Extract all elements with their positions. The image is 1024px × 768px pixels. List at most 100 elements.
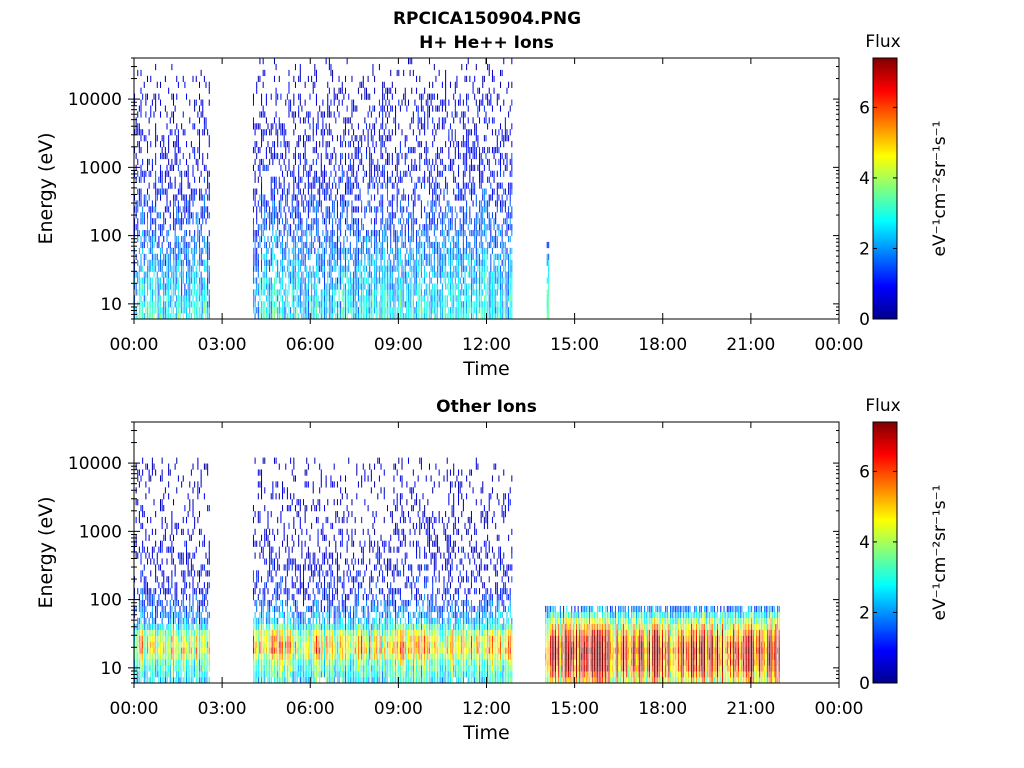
flux-cell-i1 xyxy=(448,307,450,314)
flux-cell-i0 xyxy=(148,641,150,648)
flux-cell-i1 xyxy=(382,313,384,320)
flux-cell-i0 xyxy=(147,659,149,666)
flux-cell-i1 xyxy=(456,265,458,272)
flux-cell-i1 xyxy=(504,295,506,302)
flux-cell-i1 xyxy=(314,277,316,284)
flux-cell-i1 xyxy=(501,295,503,302)
flux-cell-i1 xyxy=(309,194,311,201)
flux-cell-i0 xyxy=(164,218,166,225)
flux-cell-i0 xyxy=(203,259,205,266)
flux-cell-i1 xyxy=(333,164,335,171)
flux-cell-i1 xyxy=(285,307,287,314)
flux-cell-i0 xyxy=(155,665,157,672)
flux-cell-i0 xyxy=(150,241,152,249)
flux-cell-i0 xyxy=(140,176,142,183)
flux-cell-i1 xyxy=(345,313,347,320)
flux-cell-i1 xyxy=(498,259,500,266)
flux-cell-i1 xyxy=(464,289,466,296)
flux-cell-i0 xyxy=(151,599,153,607)
flux-cell-i1 xyxy=(306,135,308,142)
flux-cell-i1 xyxy=(390,265,392,272)
flux-cell-i0 xyxy=(163,253,165,260)
flux-cell-i0 xyxy=(171,129,173,136)
flux-cell-i0 xyxy=(163,623,165,630)
flux-cell-i0 xyxy=(200,271,202,278)
flux-cell-i1 xyxy=(470,295,472,302)
flux-cell-i0 xyxy=(135,117,137,124)
flux-cell-i1 xyxy=(320,307,322,314)
flux-cell-i1 xyxy=(398,69,400,77)
flux-cell-i1 xyxy=(416,135,418,142)
flux-cell-i1 xyxy=(427,158,429,166)
panel-title: Other Ions xyxy=(436,397,537,417)
flux-cell-i1 xyxy=(437,301,439,308)
flux-cell-i1 xyxy=(416,247,418,255)
flux-cell-i1 xyxy=(464,295,466,302)
flux-cell-i1 xyxy=(254,158,256,166)
flux-cell-i0 xyxy=(151,677,153,684)
flux-cell-i1 xyxy=(332,152,334,160)
flux-cell-i0 xyxy=(184,295,186,302)
flux-cell-i1 xyxy=(475,313,477,320)
flux-cell-i1 xyxy=(458,265,460,272)
flux-cell-i1 xyxy=(370,241,372,249)
flux-cell-i0 xyxy=(177,277,179,284)
flux-cell-i1 xyxy=(278,182,280,189)
flux-cell-i0 xyxy=(142,605,144,613)
flux-cell-i1 xyxy=(304,313,306,320)
flux-cell-i0 xyxy=(155,307,157,314)
flux-cell-i1 xyxy=(446,230,448,237)
flux-cell-i1 xyxy=(369,313,371,320)
flux-cell-i1 xyxy=(430,295,432,302)
flux-cell-i0 xyxy=(177,247,179,255)
flux-cell-i1 xyxy=(306,307,308,314)
flux-cell-i1 xyxy=(338,301,340,308)
flux-cell-i1 xyxy=(254,235,256,243)
flux-cell-i0 xyxy=(168,277,170,284)
flux-cell-i1 xyxy=(309,265,311,272)
flux-cell-i1 xyxy=(428,247,430,255)
flux-cell-i1 xyxy=(403,194,405,201)
flux-cell-i1 xyxy=(294,313,296,320)
flux-cell-i1 xyxy=(511,277,513,284)
flux-cell-i1 xyxy=(348,289,350,296)
flux-cell-i0 xyxy=(138,146,140,154)
flux-cell-i1 xyxy=(416,277,418,284)
flux-cell-i0 xyxy=(174,313,176,320)
flux-cell-i0 xyxy=(150,289,152,296)
flux-cell-i1 xyxy=(464,301,466,308)
flux-cell-i1 xyxy=(338,283,340,290)
flux-cell-i1 xyxy=(286,259,288,266)
flux-cell-i0 xyxy=(189,265,191,272)
flux-cell-i0 xyxy=(145,111,147,118)
flux-cell-i0 xyxy=(150,599,152,607)
flux-cell-i1 xyxy=(332,230,334,237)
flux-cell-i1 xyxy=(417,176,419,183)
flux-cell-i1 xyxy=(469,152,471,160)
flux-cell-i0 xyxy=(138,510,140,518)
flux-cell-i1 xyxy=(475,301,477,308)
flux-cell-i1 xyxy=(500,81,502,88)
flux-cell-i1 xyxy=(348,141,350,148)
flux-cell-i1 xyxy=(317,247,319,255)
flux-cell-i0 xyxy=(138,659,140,666)
flux-cell-i0 xyxy=(207,259,209,266)
flux-cell-i1 xyxy=(343,301,345,308)
flux-cell-i1 xyxy=(391,212,393,219)
flux-cell-i1 xyxy=(301,218,303,225)
flux-cell-i1 xyxy=(336,301,338,308)
flux-cell-i1 xyxy=(385,182,387,189)
flux-cell-i1 xyxy=(479,87,481,94)
flux-cell-i1 xyxy=(264,111,266,118)
flux-cell-i0 xyxy=(156,212,158,219)
flux-cell-i1 xyxy=(278,313,280,320)
flux-cell-i1 xyxy=(406,206,408,213)
flux-cell-i1 xyxy=(252,253,254,260)
flux-cell-i0 xyxy=(192,289,194,296)
flux-cell-i1 xyxy=(485,265,487,272)
flux-cell-i1 xyxy=(257,253,259,260)
flux-cell-i0 xyxy=(153,289,155,296)
flux-cell-i0 xyxy=(151,463,153,470)
flux-cell-i1 xyxy=(282,194,284,201)
flux-cell-i1 xyxy=(307,289,309,296)
